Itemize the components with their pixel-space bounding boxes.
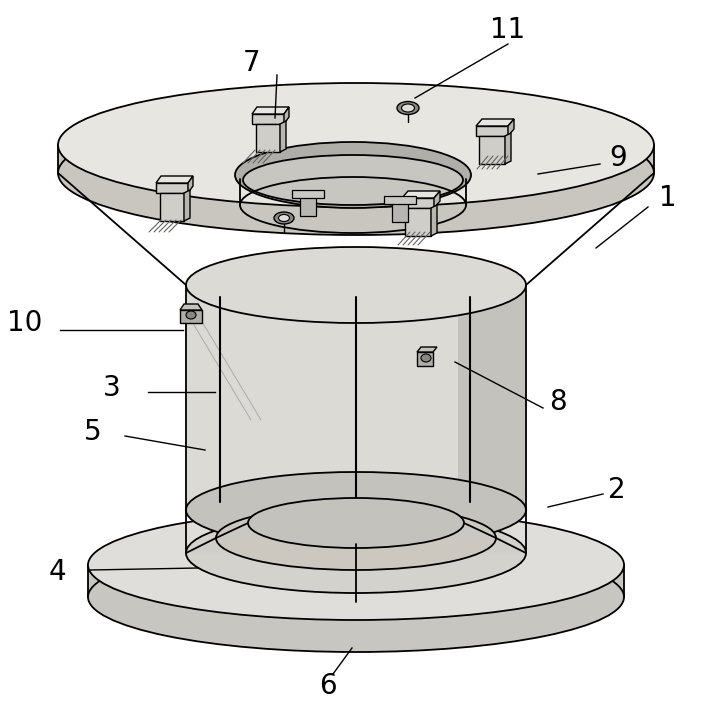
Polygon shape xyxy=(256,124,280,152)
Polygon shape xyxy=(284,107,289,124)
Ellipse shape xyxy=(397,102,419,115)
Ellipse shape xyxy=(186,311,196,319)
Polygon shape xyxy=(402,191,440,198)
Ellipse shape xyxy=(88,510,624,620)
Ellipse shape xyxy=(88,542,624,652)
Text: 11: 11 xyxy=(491,16,525,44)
Polygon shape xyxy=(186,285,526,510)
Text: 1: 1 xyxy=(659,184,677,212)
Ellipse shape xyxy=(274,212,294,224)
Polygon shape xyxy=(58,145,654,173)
Ellipse shape xyxy=(402,104,414,112)
Polygon shape xyxy=(252,107,289,114)
Ellipse shape xyxy=(216,506,496,570)
Ellipse shape xyxy=(58,83,654,207)
Polygon shape xyxy=(180,310,202,323)
Text: 10: 10 xyxy=(7,309,43,337)
Polygon shape xyxy=(479,136,505,164)
Text: 7: 7 xyxy=(244,49,261,77)
Text: 9: 9 xyxy=(609,144,627,172)
Ellipse shape xyxy=(248,498,464,548)
Polygon shape xyxy=(402,198,434,208)
Polygon shape xyxy=(431,205,437,236)
Ellipse shape xyxy=(421,354,431,362)
Polygon shape xyxy=(156,183,188,193)
Polygon shape xyxy=(476,119,514,126)
Polygon shape xyxy=(292,190,324,198)
Text: 4: 4 xyxy=(48,558,66,586)
Polygon shape xyxy=(216,523,496,538)
Polygon shape xyxy=(417,347,437,352)
Text: 2: 2 xyxy=(608,476,626,504)
Polygon shape xyxy=(252,114,284,124)
Polygon shape xyxy=(417,352,433,366)
Polygon shape xyxy=(160,193,184,221)
Polygon shape xyxy=(434,191,440,208)
Ellipse shape xyxy=(186,247,526,323)
Polygon shape xyxy=(300,196,316,216)
Polygon shape xyxy=(384,196,416,204)
Polygon shape xyxy=(508,119,514,136)
Text: 8: 8 xyxy=(549,388,567,416)
Text: 6: 6 xyxy=(319,672,337,700)
Polygon shape xyxy=(88,565,624,597)
Ellipse shape xyxy=(58,111,654,235)
Polygon shape xyxy=(405,208,431,236)
Ellipse shape xyxy=(278,215,290,221)
Polygon shape xyxy=(280,121,286,152)
Polygon shape xyxy=(184,190,190,221)
Text: 5: 5 xyxy=(84,418,102,446)
Ellipse shape xyxy=(243,155,463,205)
Polygon shape xyxy=(180,304,202,310)
Polygon shape xyxy=(505,133,511,164)
Ellipse shape xyxy=(235,142,471,208)
Ellipse shape xyxy=(186,513,526,593)
Ellipse shape xyxy=(186,472,526,548)
Polygon shape xyxy=(186,538,526,553)
Polygon shape xyxy=(392,202,408,222)
Text: 3: 3 xyxy=(103,374,121,402)
Polygon shape xyxy=(458,285,526,510)
Polygon shape xyxy=(188,176,193,193)
Polygon shape xyxy=(156,176,193,183)
Polygon shape xyxy=(476,126,508,136)
